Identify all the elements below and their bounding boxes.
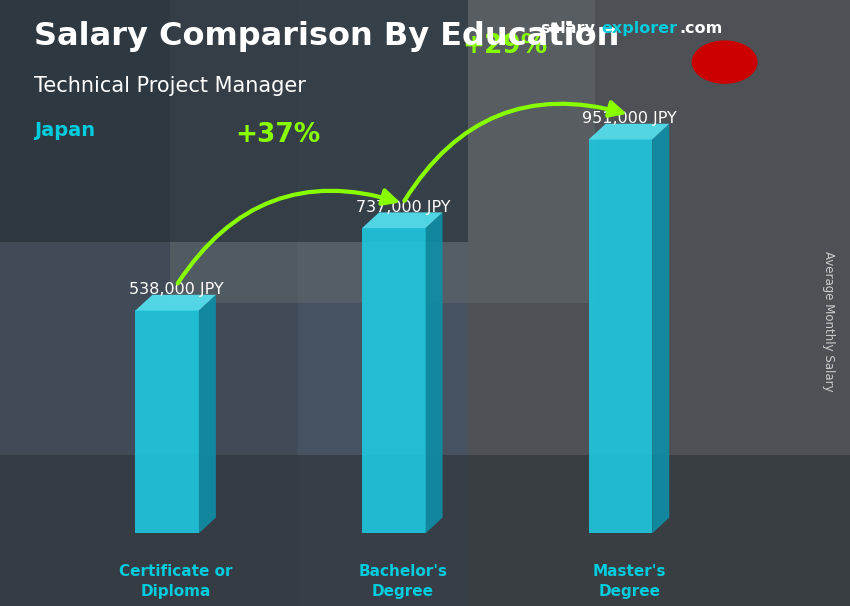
Text: +37%: +37% — [235, 122, 320, 148]
Text: salary: salary — [540, 21, 595, 36]
Circle shape — [693, 41, 756, 83]
Text: Technical Project Manager: Technical Project Manager — [34, 76, 306, 96]
Polygon shape — [362, 228, 426, 533]
Polygon shape — [135, 310, 199, 533]
FancyArrowPatch shape — [405, 102, 622, 201]
Text: 538,000 JPY: 538,000 JPY — [129, 282, 224, 298]
Polygon shape — [589, 139, 652, 533]
Text: 951,000 JPY: 951,000 JPY — [582, 112, 677, 126]
Text: Certificate or
Diploma: Certificate or Diploma — [120, 564, 233, 599]
Bar — [170, 0, 595, 303]
Text: 737,000 JPY: 737,000 JPY — [355, 200, 451, 215]
Polygon shape — [135, 295, 216, 310]
Text: Japan: Japan — [34, 121, 95, 140]
Text: +29%: +29% — [462, 33, 547, 59]
Bar — [0, 0, 298, 606]
Polygon shape — [589, 124, 669, 139]
Text: .com: .com — [679, 21, 722, 36]
Polygon shape — [199, 295, 216, 533]
Polygon shape — [362, 212, 443, 228]
Text: Master's
Degree: Master's Degree — [592, 564, 666, 599]
Bar — [0, 454, 850, 606]
Text: explorer: explorer — [601, 21, 677, 36]
Text: Salary Comparison By Education: Salary Comparison By Education — [34, 21, 620, 52]
Polygon shape — [426, 212, 443, 533]
Text: Average Monthly Salary: Average Monthly Salary — [822, 251, 836, 391]
FancyArrowPatch shape — [178, 190, 396, 284]
Bar — [468, 0, 850, 606]
Polygon shape — [652, 124, 669, 533]
Text: Bachelor's
Degree: Bachelor's Degree — [359, 564, 447, 599]
Bar — [0, 0, 468, 242]
